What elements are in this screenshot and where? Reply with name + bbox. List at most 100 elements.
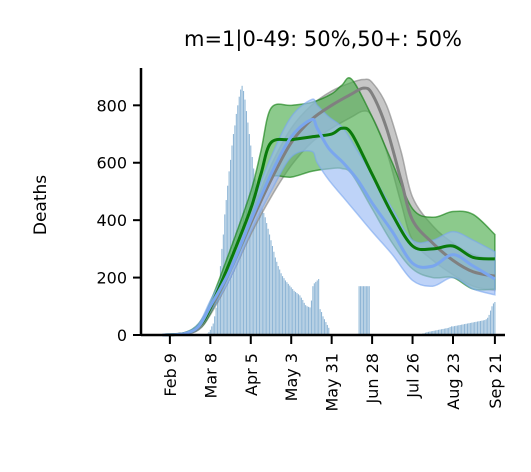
x-tick-label: Feb 9 bbox=[161, 353, 180, 397]
y-tick-label: 600 bbox=[96, 154, 127, 173]
bar bbox=[250, 145, 252, 335]
bar bbox=[469, 322, 471, 335]
bar bbox=[445, 328, 447, 335]
bar bbox=[290, 287, 292, 335]
bar bbox=[238, 96, 240, 335]
bar bbox=[326, 324, 328, 335]
bar bbox=[465, 323, 467, 335]
bar bbox=[309, 307, 311, 335]
bar bbox=[269, 234, 271, 335]
bar bbox=[474, 322, 476, 335]
bar bbox=[315, 281, 317, 335]
y-tick-label: 800 bbox=[96, 96, 127, 115]
bar bbox=[219, 266, 221, 335]
bar bbox=[217, 296, 219, 335]
bar bbox=[316, 280, 318, 335]
bar bbox=[264, 217, 266, 335]
bar bbox=[257, 194, 259, 335]
bar bbox=[479, 320, 481, 335]
bar bbox=[485, 319, 487, 335]
x-tick-label: Jun 28 bbox=[363, 353, 382, 404]
bar bbox=[209, 329, 211, 335]
bar bbox=[289, 285, 291, 335]
bar bbox=[310, 300, 312, 335]
x-tick-label: Apr 5 bbox=[242, 353, 261, 396]
bar bbox=[283, 278, 285, 335]
bar bbox=[260, 204, 262, 335]
bar bbox=[305, 305, 307, 335]
bar bbox=[270, 240, 272, 335]
bar bbox=[464, 324, 466, 335]
bar bbox=[292, 289, 294, 335]
bar bbox=[442, 328, 444, 335]
bar bbox=[462, 324, 464, 335]
bar bbox=[323, 319, 325, 335]
bar bbox=[453, 326, 455, 335]
bar bbox=[231, 145, 233, 335]
bar bbox=[274, 257, 276, 335]
bar bbox=[433, 330, 435, 335]
bar bbox=[267, 228, 269, 335]
bar bbox=[295, 291, 297, 335]
bar bbox=[328, 327, 330, 335]
bar bbox=[299, 295, 301, 335]
bar bbox=[215, 307, 217, 335]
bar bbox=[296, 293, 298, 335]
bar bbox=[300, 297, 302, 335]
bar bbox=[490, 310, 492, 335]
x-tick-label: May 31 bbox=[323, 353, 342, 412]
bar bbox=[481, 320, 483, 335]
bar bbox=[263, 212, 265, 335]
x-tick-label: Jul 26 bbox=[404, 353, 423, 399]
bar bbox=[253, 168, 255, 335]
bar bbox=[360, 286, 362, 335]
bar bbox=[426, 332, 428, 335]
bar bbox=[452, 326, 454, 335]
plot-area: 0 200 400 600 800 Feb 9 Mar 8 Apr 5 May 3 May 31 J… bbox=[96, 68, 505, 412]
chart-title: m=1|0-49: 50%,50+: 50% bbox=[184, 27, 462, 52]
bar bbox=[321, 312, 323, 335]
bar bbox=[451, 326, 453, 335]
bar bbox=[455, 325, 457, 335]
bar bbox=[256, 187, 258, 335]
bar bbox=[367, 286, 369, 335]
bar bbox=[432, 330, 434, 335]
y-tick-label: 200 bbox=[96, 269, 127, 288]
bar bbox=[478, 321, 480, 335]
y-axis-label: Deaths bbox=[31, 175, 51, 235]
bar bbox=[361, 286, 363, 335]
bar bbox=[488, 314, 490, 335]
bar bbox=[287, 283, 289, 335]
bar bbox=[306, 306, 308, 335]
bar bbox=[458, 325, 460, 335]
bar bbox=[261, 208, 263, 335]
x-tick-label: Mar 8 bbox=[201, 353, 220, 398]
bar bbox=[319, 309, 321, 335]
bar bbox=[438, 329, 440, 335]
bar bbox=[313, 283, 315, 335]
bar bbox=[468, 323, 470, 335]
bar bbox=[214, 316, 216, 335]
bar bbox=[241, 85, 243, 335]
bar bbox=[430, 331, 432, 335]
bar bbox=[456, 325, 458, 335]
bar bbox=[271, 246, 273, 335]
bar bbox=[276, 261, 278, 335]
bar bbox=[427, 331, 429, 335]
bar bbox=[325, 322, 327, 335]
bar bbox=[365, 286, 367, 335]
bar bbox=[308, 306, 310, 335]
bar bbox=[362, 286, 364, 335]
bar bbox=[492, 303, 494, 335]
bar bbox=[234, 125, 236, 335]
bar bbox=[466, 323, 468, 335]
bar bbox=[446, 328, 448, 335]
band-blue bbox=[162, 98, 496, 336]
bar bbox=[322, 316, 324, 335]
bar bbox=[436, 330, 438, 335]
line-blue bbox=[162, 117, 496, 337]
bar bbox=[282, 276, 284, 335]
bar bbox=[258, 200, 260, 335]
bar bbox=[208, 332, 210, 335]
